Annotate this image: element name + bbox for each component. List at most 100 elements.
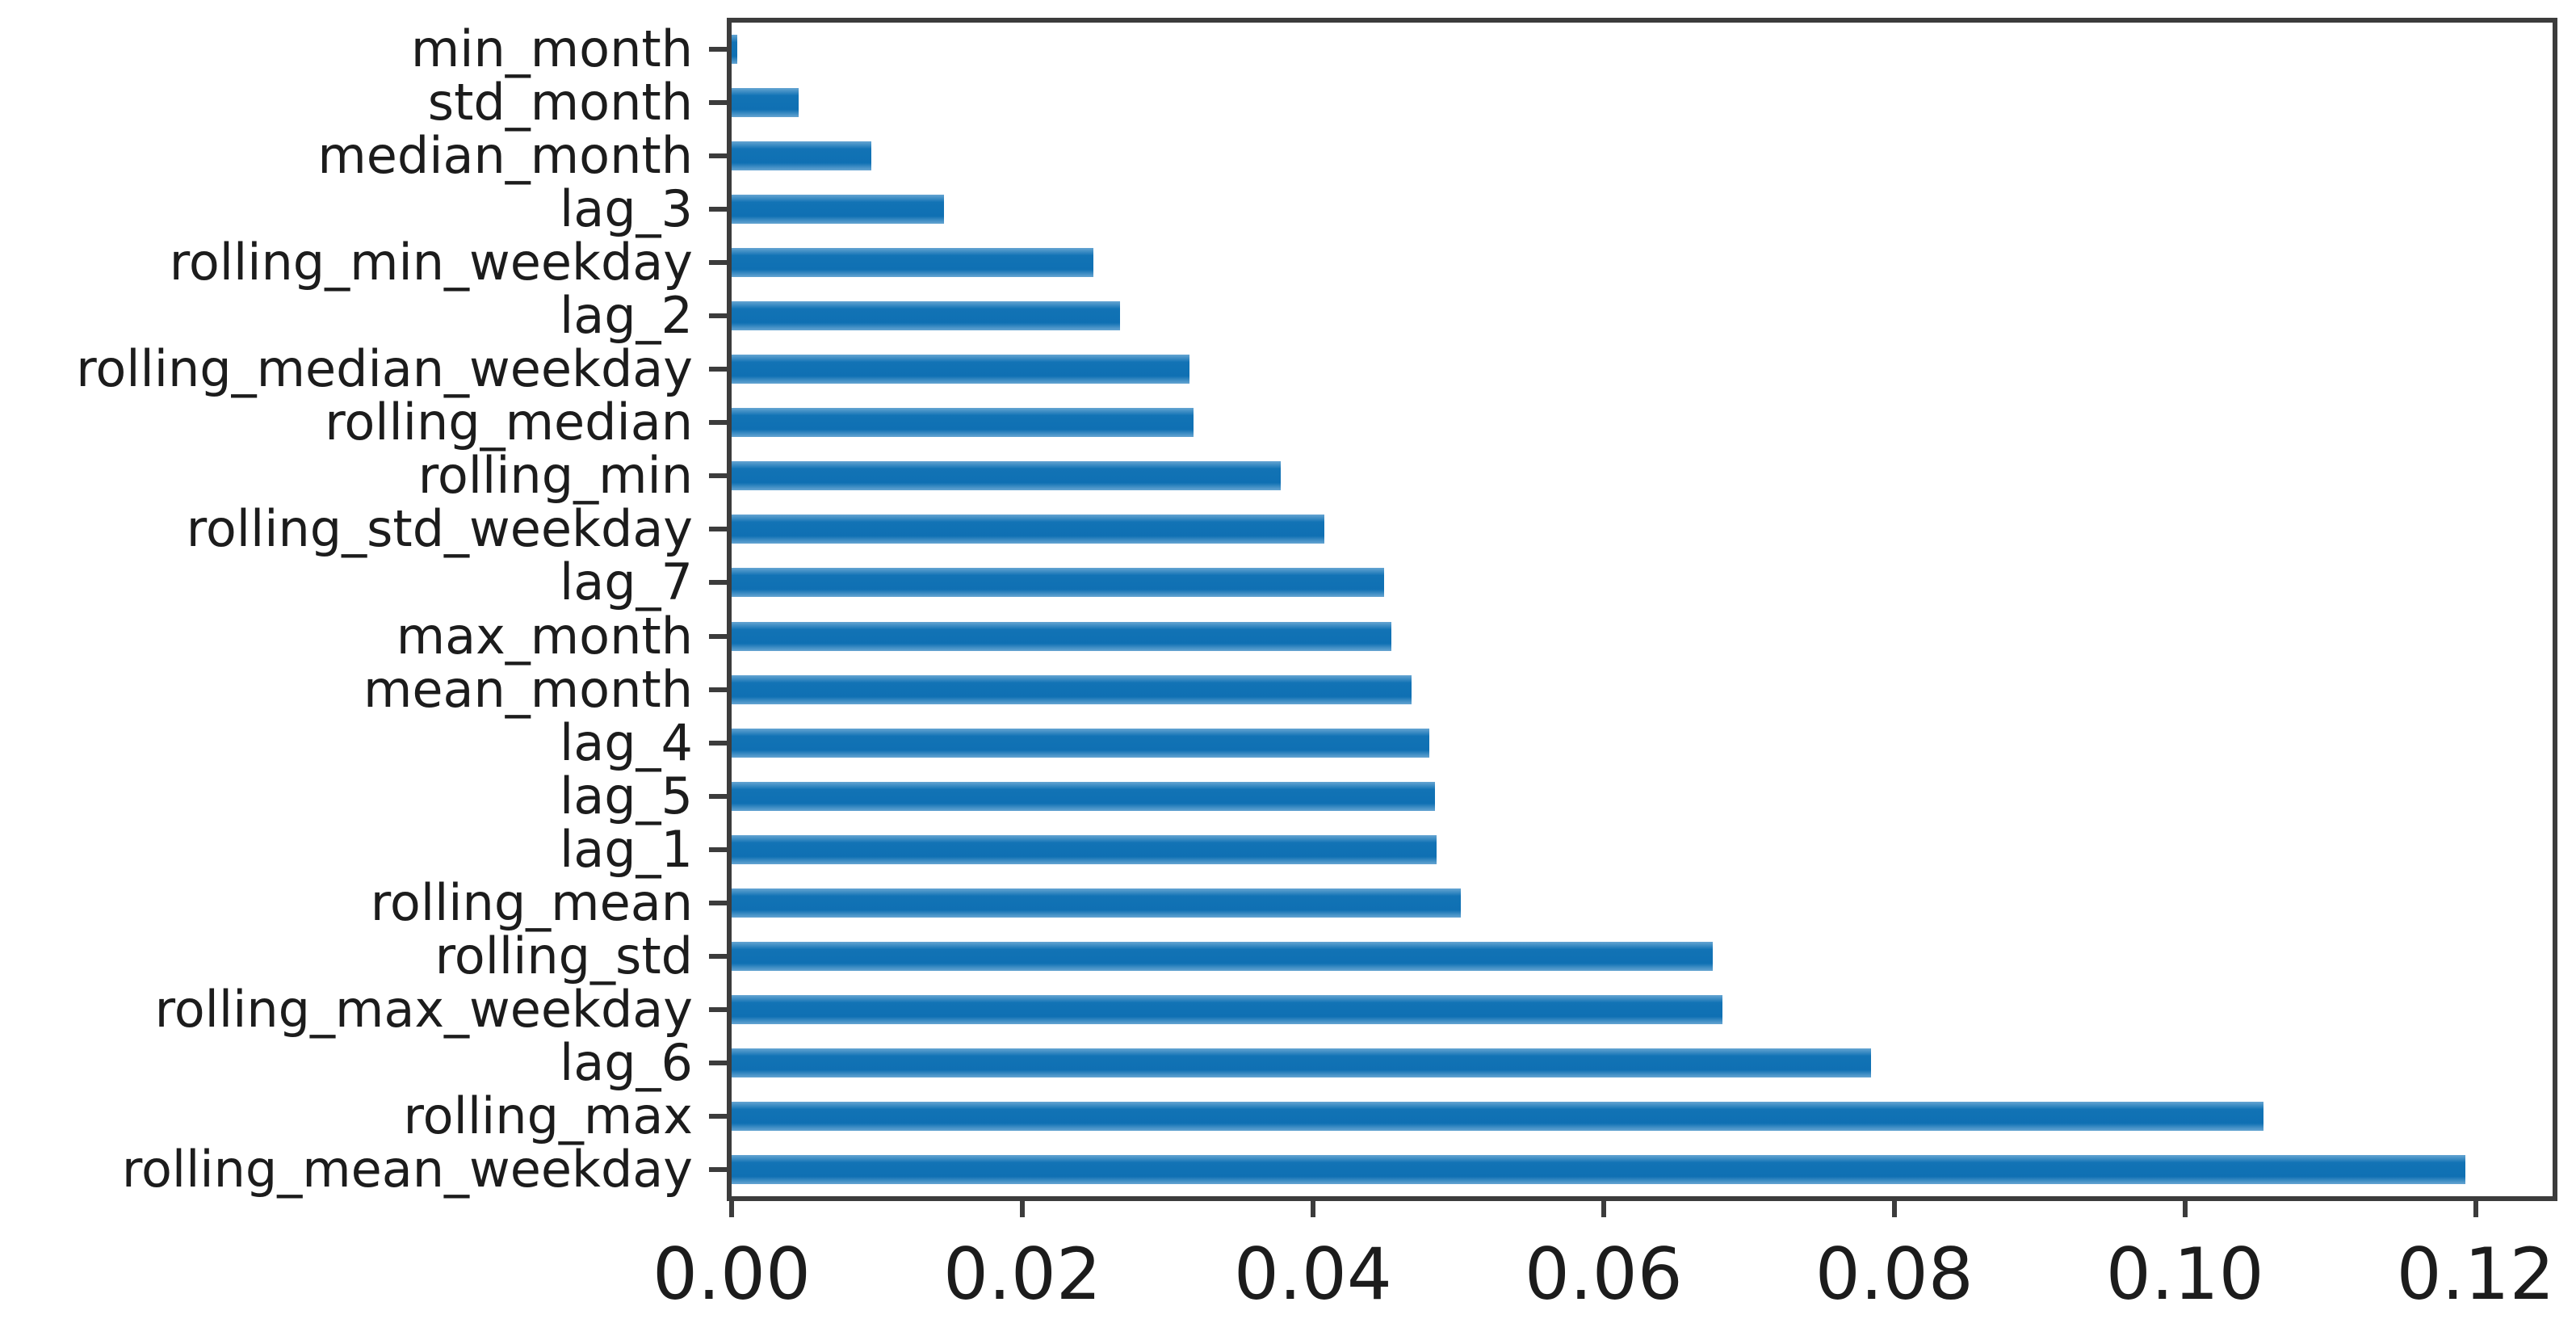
y-tick-mark (709, 260, 727, 266)
y-tick-mark (709, 153, 727, 159)
x-tick-label-0.08: 0.08 (1815, 1233, 1974, 1316)
bar-row (732, 396, 2553, 449)
y-tick-label-lag_7: lag_7 (559, 552, 693, 612)
y-tick-label-lag_3: lag_3 (559, 179, 693, 239)
x-tick-mark (2182, 1196, 2188, 1217)
y-tick-mark (709, 793, 727, 799)
bar-row (732, 663, 2553, 716)
bar-rolling_median (732, 408, 1194, 438)
x-tick-label-0.10: 0.10 (2105, 1233, 2264, 1316)
y-tick-label-lag_5: lag_5 (559, 766, 693, 825)
x-tick-label-0.06: 0.06 (1524, 1233, 1683, 1316)
plot-area (727, 18, 2557, 1201)
x-tick-mark (1310, 1196, 1315, 1217)
y-tick-mark (709, 527, 727, 532)
bar-row (732, 556, 2553, 609)
bar-lag_1 (732, 834, 1437, 864)
bar-rolling_std (732, 941, 1713, 971)
bar-row (732, 449, 2553, 502)
bar-row (732, 236, 2553, 289)
y-tick-mark (709, 100, 727, 106)
y-tick-label-rolling_median: rolling_median (325, 393, 693, 452)
y-tick-label-rolling_mean: rolling_mean (370, 872, 693, 932)
bar-row (732, 289, 2553, 342)
bar-lag_3 (732, 195, 944, 225)
bar-row (732, 76, 2553, 129)
bar-row (732, 23, 2553, 76)
bar-max_month (732, 621, 1392, 651)
y-tick-mark (709, 740, 727, 746)
x-tick-mark (1601, 1196, 1606, 1217)
bar-rolling_min (732, 461, 1282, 491)
y-tick-label-rolling_max: rolling_max (403, 1086, 693, 1145)
y-tick-label-rolling_mean_weekday: rolling_mean_weekday (121, 1139, 693, 1199)
bar-row (732, 502, 2553, 556)
y-tick-label-lag_2: lag_2 (559, 286, 693, 346)
bar-lag_4 (732, 728, 1429, 758)
x-tick-label-0.12: 0.12 (2396, 1233, 2555, 1316)
y-tick-mark (709, 207, 727, 212)
bar-rolling_max (732, 1101, 2263, 1131)
bar-row (732, 1143, 2553, 1196)
y-tick-label-rolling_median_weekday: rolling_median_weekday (76, 339, 693, 399)
bar-lag_5 (732, 781, 1436, 811)
x-tick-label-0.04: 0.04 (1233, 1233, 1392, 1316)
y-tick-label-std_month: std_month (427, 73, 693, 132)
bar-row (732, 183, 2553, 236)
y-tick-label-rolling_std: rolling_std (434, 926, 693, 985)
y-tick-mark (709, 367, 727, 372)
bar-rolling_std_weekday (732, 515, 1325, 544)
bar-median_month (732, 141, 871, 171)
y-tick-label-lag_4: lag_4 (559, 712, 693, 772)
y-tick-mark (709, 1006, 727, 1012)
y-tick-mark (709, 313, 727, 319)
bar-row (732, 1090, 2553, 1143)
bar-std_month (732, 88, 799, 118)
y-tick-mark (709, 420, 727, 426)
y-tick-mark (709, 633, 727, 639)
x-tick-mark (2473, 1196, 2478, 1217)
y-tick-label-rolling_max_weekday: rolling_max_weekday (154, 979, 693, 1039)
bar-row (732, 770, 2553, 823)
bar-rolling_min_weekday (732, 248, 1094, 278)
bar-row (732, 716, 2553, 770)
bar-row (732, 823, 2553, 876)
bar-row (732, 983, 2553, 1036)
x-tick-mark (729, 1196, 734, 1217)
y-tick-mark (709, 1166, 727, 1172)
y-tick-label-rolling_std_weekday: rolling_std_weekday (186, 499, 693, 559)
bar-rolling_median_weekday (732, 355, 1189, 384)
bar-lag_7 (732, 568, 1385, 598)
bar-row (732, 610, 2553, 663)
bar-row (732, 1036, 2553, 1090)
y-tick-label-min_month: min_month (410, 19, 693, 79)
y-tick-mark (709, 900, 727, 905)
y-tick-label-lag_6: lag_6 (559, 1032, 693, 1092)
y-tick-label-rolling_min_weekday: rolling_min_weekday (169, 233, 693, 292)
bar-row (732, 129, 2553, 183)
bar-mean_month (732, 674, 1412, 704)
y-tick-mark (709, 1113, 727, 1119)
x-tick-mark (1891, 1196, 1897, 1217)
y-tick-mark (709, 1060, 727, 1065)
bar-row (732, 876, 2553, 930)
bar-min_month (732, 35, 738, 65)
bar-rolling_mean (732, 888, 1462, 918)
y-tick-mark (709, 473, 727, 479)
x-tick-label-0.00: 0.00 (652, 1233, 811, 1316)
x-tick-label-0.02: 0.02 (942, 1233, 1101, 1316)
bar-row (732, 930, 2553, 983)
y-tick-mark (709, 580, 727, 586)
y-tick-label-max_month: max_month (396, 606, 693, 666)
bar-lag_2 (732, 301, 1120, 331)
y-tick-mark (709, 953, 727, 959)
bar-row (732, 342, 2553, 396)
y-tick-mark (709, 47, 727, 53)
y-tick-label-lag_1: lag_1 (559, 819, 693, 879)
y-tick-label-median_month: median_month (317, 126, 693, 186)
y-tick-label-mean_month: mean_month (363, 659, 693, 719)
bar-rolling_mean_weekday (732, 1154, 2466, 1184)
y-tick-mark (709, 846, 727, 852)
y-tick-label-rolling_min: rolling_min (417, 446, 693, 506)
